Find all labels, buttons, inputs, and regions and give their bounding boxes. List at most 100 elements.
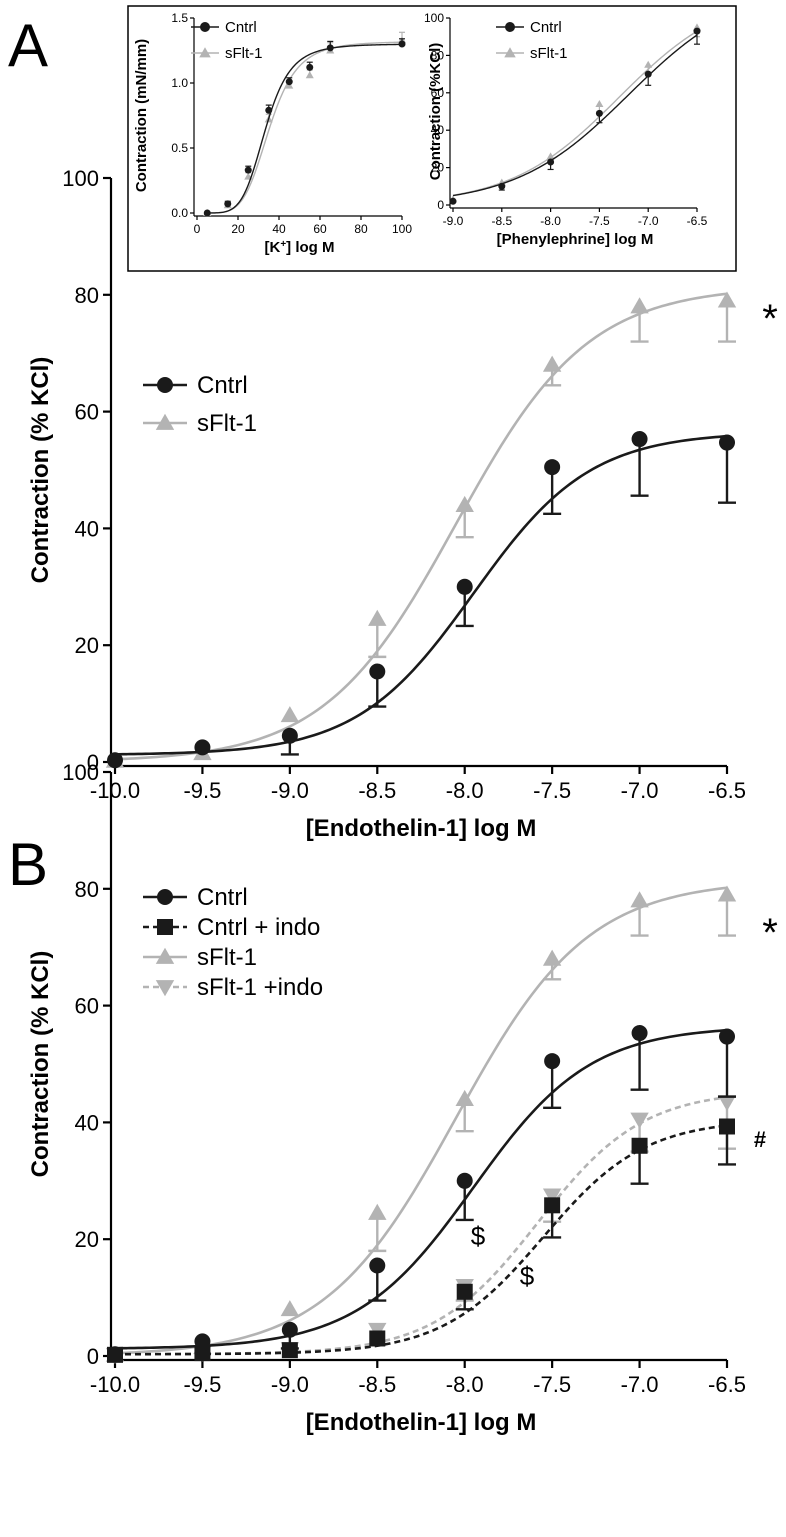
fit-curve bbox=[452, 34, 698, 197]
x-tick-label: -6.5 bbox=[687, 214, 708, 228]
data-point bbox=[265, 106, 273, 114]
data-point bbox=[630, 891, 649, 908]
data-point bbox=[194, 739, 211, 756]
data-point bbox=[631, 1137, 648, 1154]
data-point bbox=[280, 1300, 300, 1317]
annotation: * bbox=[762, 297, 778, 341]
x-tick-label: 60 bbox=[313, 222, 327, 236]
data-point bbox=[644, 60, 653, 68]
data-point bbox=[368, 1203, 387, 1220]
annotation: $ bbox=[520, 1261, 535, 1291]
legend-marker bbox=[157, 377, 173, 393]
inset-potassium-chart: 0.0 0.5 1.0 1.5 0 20 40 60 80 100 [K+] log M Contra… bbox=[133, 11, 412, 256]
fit-curve bbox=[207, 41, 403, 214]
annotation: $ bbox=[471, 1221, 486, 1251]
x-tick-label: -7.0 bbox=[621, 1372, 659, 1397]
data-point bbox=[631, 1025, 648, 1042]
legend-marker bbox=[155, 947, 175, 964]
x-tick-label: -8.0 bbox=[446, 778, 484, 803]
data-point bbox=[644, 70, 652, 78]
x-tick-label: -7.0 bbox=[621, 778, 659, 803]
x-tick-label: 100 bbox=[392, 222, 412, 236]
fit-curve bbox=[207, 43, 403, 214]
y-tick-label: 0 bbox=[437, 198, 444, 212]
y-tick-label: 80 bbox=[75, 877, 99, 902]
data-point bbox=[544, 1197, 561, 1214]
data-point bbox=[719, 1118, 735, 1135]
data-point bbox=[717, 885, 737, 902]
inset-phenylephrine-chart: 0 20 40 60 80 100 -9.0 -8.5 -8.0 -7.5 -7.0 -6.5 [Phe… bbox=[424, 11, 708, 248]
y-axis-label: Contraction (% KCl) bbox=[27, 951, 54, 1178]
fit-curve bbox=[114, 1028, 728, 1350]
legend-entry: sFlt-1 +indo bbox=[143, 974, 323, 1001]
x-tick-label: -8.5 bbox=[358, 1372, 396, 1397]
data-point bbox=[244, 166, 252, 174]
x-tick-label: -6.5 bbox=[708, 778, 746, 803]
x-tick-label: 40 bbox=[272, 222, 286, 236]
data-point bbox=[544, 1053, 561, 1070]
data-point bbox=[542, 949, 562, 966]
data-point bbox=[630, 1112, 649, 1129]
data-point bbox=[203, 209, 211, 217]
panel-b-label: B bbox=[8, 831, 48, 898]
legend-entry: Cntrl + indo bbox=[143, 914, 320, 941]
legend-entry: Cntrl bbox=[143, 884, 248, 911]
legend-label: sFlt-1 +indo bbox=[197, 974, 323, 1001]
x-axis-label: [K+] log M bbox=[265, 239, 335, 257]
legend-marker bbox=[155, 413, 175, 430]
legend-label: Cntrl bbox=[197, 372, 248, 399]
data-point bbox=[224, 200, 232, 208]
legend-label: sFlt-1 bbox=[197, 944, 257, 971]
y-tick-label: 100 bbox=[62, 760, 99, 785]
y-tick-label: 60 bbox=[431, 86, 445, 100]
panel-a-label: A bbox=[8, 12, 48, 79]
y-tick-label: 0.0 bbox=[171, 206, 188, 220]
y-tick-label: 40 bbox=[75, 1110, 99, 1135]
legend-entry: Cntrl bbox=[191, 19, 257, 36]
data-point bbox=[630, 297, 649, 314]
series-cntrl-indo bbox=[107, 1118, 736, 1363]
x-tick-label: -8.5 bbox=[491, 214, 512, 228]
x-tick-label: -8.0 bbox=[540, 214, 561, 228]
data-point bbox=[717, 1095, 737, 1112]
data-point bbox=[456, 1172, 473, 1189]
x-tick-label: 0 bbox=[194, 222, 201, 236]
x-tick-label: 20 bbox=[231, 222, 245, 236]
data-point bbox=[281, 1321, 298, 1338]
series-cntrl bbox=[107, 431, 736, 769]
data-point bbox=[456, 578, 473, 595]
legend-entry: Cntrl bbox=[143, 372, 248, 399]
data-point bbox=[717, 291, 737, 308]
data-point bbox=[305, 71, 314, 79]
data-point bbox=[449, 197, 457, 205]
data-point bbox=[368, 609, 387, 626]
legend: Cntrl Cntrl + indo sFlt-1 sFlt-1 +indo bbox=[143, 884, 323, 1001]
data-point bbox=[107, 752, 123, 769]
y-tick-label: 40 bbox=[431, 123, 445, 137]
legend: Cntrl sFlt-1 bbox=[191, 19, 263, 62]
legend-marker bbox=[504, 47, 516, 58]
legend-entry: sFlt-1 bbox=[191, 45, 263, 62]
x-tick-label: -7.5 bbox=[533, 778, 571, 803]
data-point bbox=[631, 431, 648, 448]
y-tick-label: 60 bbox=[75, 994, 99, 1019]
y-tick-label: 0 bbox=[87, 1344, 99, 1369]
series-cntrl bbox=[107, 1025, 736, 1363]
y-tick-label: 20 bbox=[75, 1227, 99, 1252]
legend-marker bbox=[505, 22, 515, 32]
legend-label: sFlt-1 bbox=[197, 410, 257, 437]
inset-frame bbox=[127, 5, 737, 272]
legend-label: Cntrl bbox=[225, 19, 257, 36]
data-point bbox=[455, 1089, 474, 1106]
fit-curve bbox=[114, 1095, 728, 1356]
y-tick-label: 0 bbox=[87, 750, 99, 775]
legend-label: Cntrl bbox=[530, 19, 562, 36]
legend-label: Cntrl + indo bbox=[197, 914, 320, 941]
data-point bbox=[369, 1257, 386, 1274]
legend-entry: sFlt-1 bbox=[143, 410, 257, 437]
data-point bbox=[281, 1342, 298, 1359]
data-point bbox=[542, 355, 562, 372]
x-tick-label: 80 bbox=[354, 222, 368, 236]
fit-curve bbox=[114, 434, 728, 756]
